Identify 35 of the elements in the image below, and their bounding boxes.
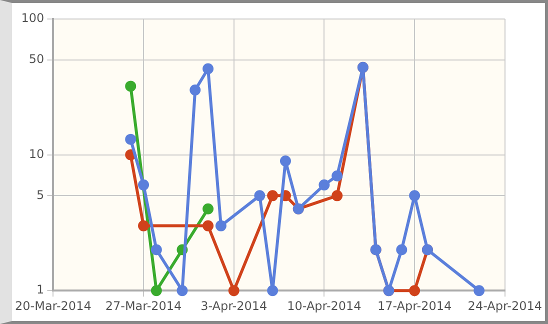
x-tick-label: 27-Mar-2014 — [105, 298, 182, 313]
point — [190, 84, 201, 96]
point — [280, 156, 291, 167]
y-tick-label: 1 — [36, 282, 44, 297]
x-tick-label: 20-Mar-2014 — [15, 298, 92, 313]
point — [150, 285, 162, 296]
point — [202, 63, 214, 74]
point — [267, 190, 278, 202]
y-tick-label: 100 — [21, 11, 44, 26]
point — [254, 190, 266, 202]
y-tick-label: 10 — [28, 146, 44, 161]
x-tick-label: 3-Apr-2014 — [200, 298, 268, 313]
point — [150, 244, 162, 256]
point — [332, 190, 343, 202]
y-tick-label: 5 — [36, 188, 44, 202]
x-tick-label: 10-Apr-2014 — [287, 298, 362, 313]
point — [409, 190, 420, 202]
point — [125, 80, 136, 92]
point — [202, 203, 214, 214]
point — [396, 244, 408, 256]
point — [267, 285, 278, 296]
point — [176, 285, 188, 296]
x-tick-label: 24-Apr-2014 — [468, 298, 542, 313]
point — [202, 220, 214, 232]
point — [138, 220, 150, 232]
point — [215, 220, 226, 232]
point — [474, 285, 485, 296]
point — [409, 285, 420, 296]
y-tick-label: 50 — [28, 52, 44, 66]
point — [228, 285, 240, 296]
point — [125, 134, 136, 145]
point — [332, 170, 343, 182]
point — [138, 179, 150, 190]
x-tick-label: 17-Apr-2014 — [377, 298, 452, 313]
point — [318, 179, 330, 190]
